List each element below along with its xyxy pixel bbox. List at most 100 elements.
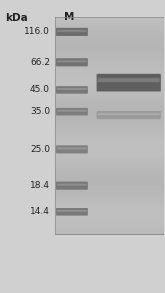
Bar (55, 123, 164, 125)
Bar (55, 228, 164, 231)
Text: M: M (64, 11, 74, 22)
FancyBboxPatch shape (56, 86, 88, 94)
Bar (55, 139, 164, 142)
Bar (55, 131, 164, 134)
Bar (55, 109, 164, 112)
Bar (55, 198, 164, 201)
FancyBboxPatch shape (56, 208, 88, 216)
Bar (55, 223, 164, 225)
Bar (55, 136, 164, 139)
Bar (55, 155, 164, 158)
Bar (55, 107, 164, 109)
Bar (55, 112, 164, 115)
FancyBboxPatch shape (57, 88, 87, 90)
Bar (55, 71, 164, 74)
FancyBboxPatch shape (57, 60, 87, 62)
Bar (55, 31, 164, 34)
FancyBboxPatch shape (56, 182, 88, 190)
Bar (55, 120, 164, 123)
Bar (55, 142, 164, 144)
Bar (55, 104, 164, 107)
Bar (55, 79, 164, 82)
Text: 25.0: 25.0 (30, 145, 50, 154)
Bar (55, 77, 164, 79)
Bar (55, 182, 164, 185)
Bar (55, 55, 164, 58)
Bar (55, 220, 164, 223)
Bar (55, 96, 164, 98)
Bar (55, 20, 164, 23)
FancyBboxPatch shape (97, 111, 161, 119)
FancyBboxPatch shape (98, 78, 160, 82)
Bar (55, 23, 164, 25)
Bar (55, 17, 164, 20)
Bar (55, 58, 164, 61)
Bar (55, 52, 164, 55)
FancyBboxPatch shape (56, 28, 88, 36)
Bar (55, 28, 164, 31)
Bar (55, 177, 164, 180)
Text: 18.4: 18.4 (30, 181, 50, 190)
Bar (55, 34, 164, 36)
FancyBboxPatch shape (56, 145, 88, 154)
Bar (55, 190, 164, 193)
Text: kDa: kDa (5, 13, 27, 23)
Bar (55, 101, 164, 104)
Bar (55, 117, 164, 120)
Bar (55, 125, 164, 128)
Bar (55, 115, 164, 117)
Bar (55, 163, 164, 166)
Bar (55, 193, 164, 196)
Bar (55, 44, 164, 47)
Bar (55, 128, 164, 131)
Bar (55, 171, 164, 174)
FancyBboxPatch shape (57, 147, 87, 149)
Bar (55, 98, 164, 101)
Bar (55, 180, 164, 182)
Bar (55, 134, 164, 136)
Bar (55, 63, 164, 66)
Bar (55, 85, 164, 88)
Bar (55, 166, 164, 169)
Bar (55, 231, 164, 234)
Bar (55, 61, 164, 63)
Text: 35.0: 35.0 (30, 107, 50, 116)
FancyBboxPatch shape (57, 210, 87, 212)
Bar (55, 25, 164, 28)
Bar (55, 209, 164, 212)
Bar (55, 42, 164, 44)
Bar (55, 196, 164, 198)
FancyBboxPatch shape (57, 110, 87, 112)
Bar (55, 36, 164, 39)
Bar (55, 207, 164, 209)
Bar (55, 217, 164, 220)
Bar (55, 88, 164, 90)
Bar (55, 215, 164, 217)
Bar (55, 47, 164, 50)
Bar (55, 174, 164, 177)
FancyBboxPatch shape (57, 30, 87, 32)
Bar (55, 39, 164, 42)
Bar (55, 147, 164, 150)
Bar (55, 82, 164, 85)
Bar (55, 204, 164, 207)
Bar (55, 169, 164, 171)
Bar (55, 17, 164, 234)
FancyBboxPatch shape (57, 184, 87, 186)
Text: 116.0: 116.0 (24, 27, 50, 36)
Bar (55, 69, 164, 71)
Bar (55, 161, 164, 163)
FancyBboxPatch shape (98, 113, 160, 115)
FancyBboxPatch shape (97, 74, 161, 91)
Bar (55, 158, 164, 161)
Bar (55, 66, 164, 69)
Bar (55, 188, 164, 190)
Bar (55, 144, 164, 147)
Bar (55, 185, 164, 188)
Bar (55, 212, 164, 215)
Text: 45.0: 45.0 (30, 85, 50, 94)
Bar (55, 90, 164, 93)
Text: 14.4: 14.4 (30, 207, 50, 216)
Bar (55, 93, 164, 96)
Bar (55, 201, 164, 204)
